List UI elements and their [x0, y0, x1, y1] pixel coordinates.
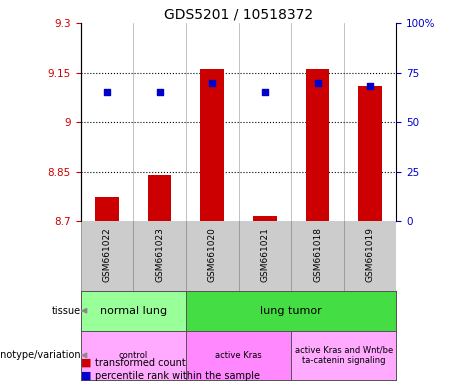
Text: lung tumor: lung tumor	[260, 306, 322, 316]
Point	[208, 79, 216, 86]
Bar	[291, 331, 396, 380]
Bar	[306, 70, 329, 222]
Text: ■: ■	[81, 371, 91, 381]
Point	[314, 79, 321, 86]
Text: transformed count: transformed count	[95, 358, 185, 368]
Bar	[186, 331, 291, 380]
Text: normal lung: normal lung	[100, 306, 167, 316]
Text: GSM661018: GSM661018	[313, 227, 322, 282]
Bar	[186, 291, 396, 331]
Bar	[253, 217, 277, 222]
Bar	[148, 175, 171, 222]
Text: active Kras: active Kras	[215, 351, 262, 360]
Text: GSM661022: GSM661022	[102, 227, 112, 282]
Bar	[201, 70, 224, 222]
Text: percentile rank within the sample: percentile rank within the sample	[95, 371, 260, 381]
Text: genotype/variation: genotype/variation	[0, 350, 81, 360]
Point	[261, 89, 269, 96]
Bar	[358, 86, 382, 222]
Text: ■: ■	[81, 358, 91, 368]
Text: GSM661023: GSM661023	[155, 227, 164, 282]
Text: GSM661020: GSM661020	[208, 227, 217, 282]
Point	[103, 89, 111, 96]
Text: active Kras and Wnt/be
ta-catenin signaling: active Kras and Wnt/be ta-catenin signal…	[295, 346, 393, 365]
Point	[156, 89, 163, 96]
Bar	[81, 291, 186, 331]
Text: GSM661019: GSM661019	[366, 227, 375, 282]
Text: control: control	[118, 351, 148, 360]
Text: tissue: tissue	[52, 306, 81, 316]
Text: GSM661021: GSM661021	[260, 227, 269, 282]
Bar	[81, 331, 186, 380]
Bar	[95, 197, 119, 222]
Point	[366, 83, 374, 89]
Title: GDS5201 / 10518372: GDS5201 / 10518372	[164, 8, 313, 22]
